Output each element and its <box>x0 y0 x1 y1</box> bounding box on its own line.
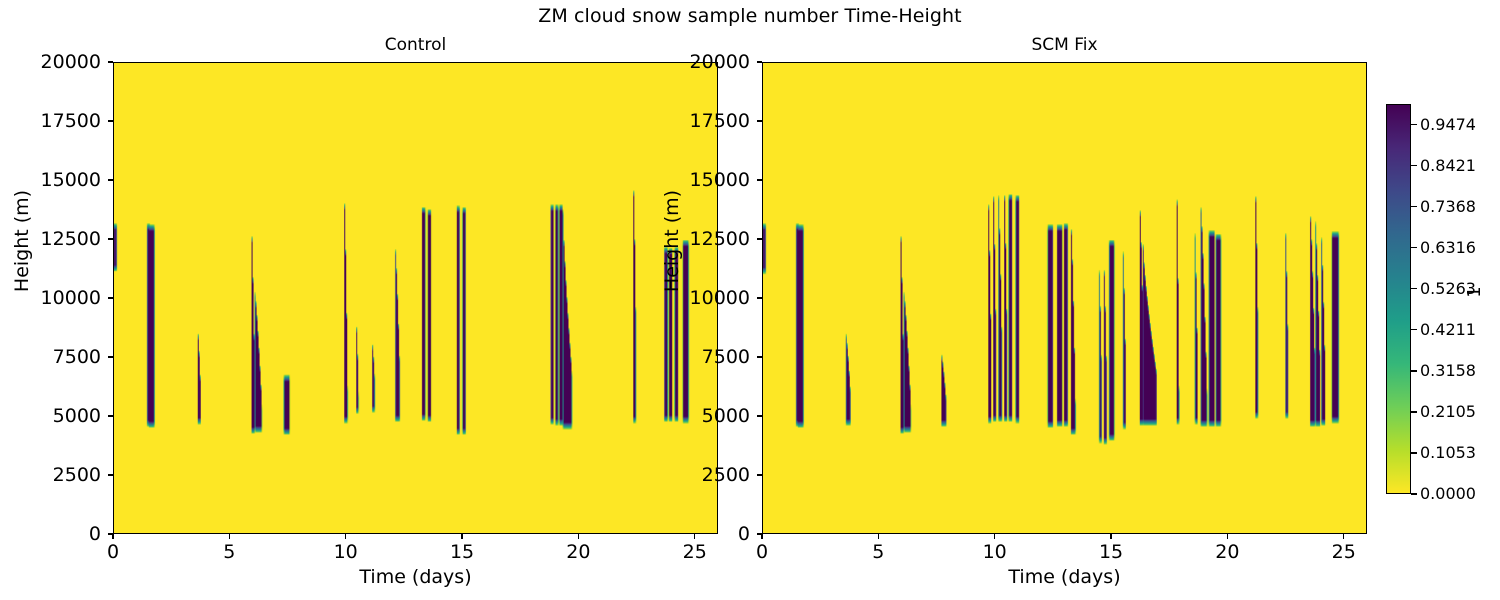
x-tick-scm-fix <box>993 534 996 539</box>
heatmap-panel-scm-fix[interactable] <box>762 62 1367 534</box>
y-tick-label-scm-fix: 0 <box>737 523 750 545</box>
y-tick-label-scm-fix: 5000 <box>701 405 750 427</box>
y-tick-label-scm-fix: 15000 <box>689 169 750 191</box>
y-tick-scm-fix <box>757 356 762 358</box>
x-tick-label-control: 20 <box>566 541 591 563</box>
y-tick-label-control: 2500 <box>52 464 101 486</box>
colorbar-tick <box>1411 329 1417 331</box>
y-tick-label-scm-fix: 17500 <box>689 110 750 132</box>
colorbar-label: 1 <box>1464 286 1485 298</box>
x-tick-control <box>228 534 231 539</box>
y-tick-label-control: 0 <box>88 523 101 545</box>
x-tick-label-scm-fix: 5 <box>872 541 885 563</box>
colorbar-tick-label: 0.5263 <box>1420 278 1476 298</box>
y-tick-label-control: 20000 <box>40 51 101 73</box>
y-tick-control <box>108 356 113 358</box>
y-tick-scm-fix <box>757 179 762 181</box>
x-tick-label-scm-fix: 20 <box>1215 541 1240 563</box>
y-tick-scm-fix <box>757 415 762 417</box>
x-tick-label-scm-fix: 0 <box>755 541 769 563</box>
y-tick-control <box>108 297 113 299</box>
y-tick-label-scm-fix: 2500 <box>701 464 750 486</box>
heatmap-image-scm-fix <box>763 63 1366 533</box>
figure-title: ZM cloud snow sample number Time-Height <box>538 5 962 27</box>
x-tick-scm-fix <box>1342 534 1345 539</box>
x-axis-label-scm-fix: Time (days) <box>1008 566 1121 588</box>
colorbar-tick-label: 0.2105 <box>1420 401 1476 421</box>
y-tick-control <box>108 533 113 535</box>
y-tick-scm-fix <box>757 61 762 63</box>
colorbar-tick-label: 0.8421 <box>1420 155 1476 175</box>
colorbar-tick <box>1411 123 1417 126</box>
colorbar-tick <box>1411 288 1417 290</box>
x-tick-label-control: 5 <box>223 541 236 563</box>
colorbar-gradient <box>1386 104 1411 494</box>
colorbar-tick-label: 0.6316 <box>1420 237 1476 257</box>
y-tick-control <box>108 238 113 240</box>
panel-title-control: Control <box>384 35 447 55</box>
y-tick-scm-fix <box>757 120 762 122</box>
y-tick-label-control: 10000 <box>40 287 101 309</box>
x-tick-control <box>693 534 696 539</box>
y-tick-label-scm-fix: 7500 <box>701 346 750 368</box>
colorbar-tick-label: 0.9474 <box>1420 114 1476 134</box>
x-tick-scm-fix <box>761 534 763 539</box>
colorbar-tick-label: 0.1053 <box>1420 442 1476 462</box>
y-tick-scm-fix <box>757 533 762 535</box>
y-tick-label-scm-fix: 12500 <box>689 228 750 250</box>
colorbar-tick <box>1411 370 1417 372</box>
x-tick-scm-fix <box>1110 534 1112 539</box>
x-tick-scm-fix <box>877 534 880 539</box>
colorbar-tick <box>1411 411 1417 413</box>
y-tick-label-scm-fix: 10000 <box>689 287 750 309</box>
x-tick-scm-fix <box>1226 534 1229 539</box>
y-tick-scm-fix <box>757 474 762 476</box>
x-tick-control <box>344 534 347 539</box>
colorbar-tick-label: 0.0000 <box>1420 484 1476 503</box>
x-tick-label-control: 25 <box>682 541 707 563</box>
y-tick-control <box>108 120 113 122</box>
x-tick-control <box>112 534 114 539</box>
x-tick-control <box>577 534 580 539</box>
colorbar: 0.0000 0.1053 0.2105 0.3158 0.4211 0.5263 0.63… <box>1386 104 1476 502</box>
y-tick-control <box>108 415 113 417</box>
heatmap-image-control <box>114 63 717 533</box>
panel-title-scm-fix: SCM Fix <box>1031 35 1098 55</box>
x-tick-label-control: 0 <box>106 541 120 563</box>
x-tick-label-control: 15 <box>449 541 475 563</box>
x-tick-label-scm-fix: 15 <box>1098 541 1124 563</box>
y-tick-control <box>108 474 113 476</box>
y-tick-label-control: 7500 <box>52 346 101 368</box>
y-tick-scm-fix <box>757 297 762 299</box>
y-tick-label-scm-fix: 20000 <box>689 51 750 73</box>
x-axis-label-control: Time (days) <box>359 566 472 588</box>
colorbar-tick <box>1411 164 1417 167</box>
y-tick-label-control: 5000 <box>52 405 101 427</box>
y-tick-label-control: 15000 <box>40 169 101 191</box>
heatmap-panel-control[interactable] <box>113 62 718 534</box>
x-tick-label-scm-fix: 25 <box>1331 541 1356 563</box>
y-tick-label-control: 12500 <box>40 228 101 250</box>
y-tick-control <box>108 179 113 181</box>
colorbar-tick-label: 0.3158 <box>1420 360 1476 380</box>
colorbar-tick <box>1411 493 1417 495</box>
y-tick-label-control: 17500 <box>40 110 101 132</box>
x-tick-label-scm-fix: 10 <box>982 541 1007 563</box>
colorbar-tick <box>1411 246 1417 249</box>
y-tick-control <box>108 61 113 63</box>
colorbar-tick <box>1411 205 1417 208</box>
x-tick-control <box>461 534 463 539</box>
colorbar-tick <box>1411 452 1417 454</box>
colorbar-tick-label: 0.7368 <box>1420 196 1476 216</box>
y-tick-scm-fix <box>757 238 762 240</box>
x-tick-label-control: 10 <box>333 541 358 563</box>
colorbar-tick-label: 0.4211 <box>1420 319 1476 339</box>
